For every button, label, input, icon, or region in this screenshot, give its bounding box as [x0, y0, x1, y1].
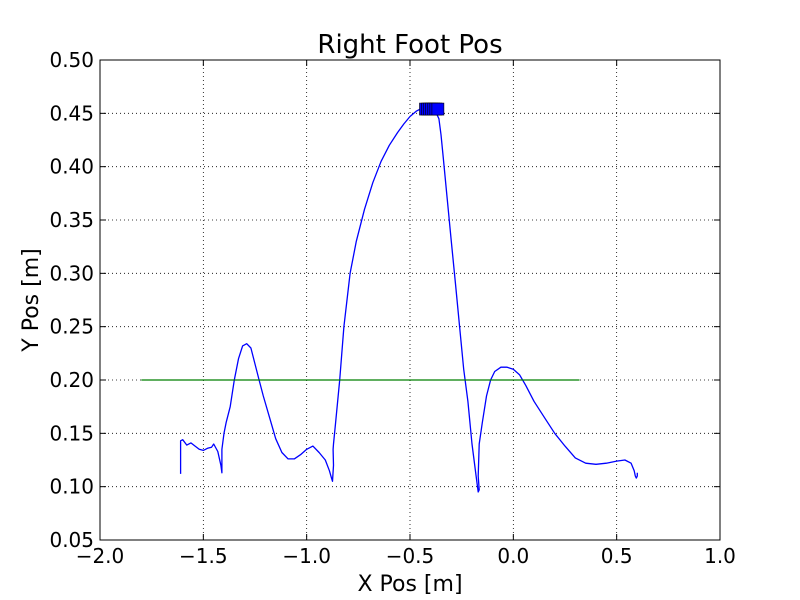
grid [100, 60, 720, 540]
x-tick-label: 0.5 [601, 544, 633, 568]
y-tick-label: 0.35 [49, 208, 94, 232]
x-axis-title: X Pos [m] [357, 572, 462, 597]
y-tick-label: 0.30 [49, 261, 94, 285]
x-tick-label: −2.0 [76, 544, 125, 568]
y-tick-label: 0.20 [49, 368, 94, 392]
marker-layer [419, 102, 445, 116]
x-tick-label: −0.5 [386, 544, 435, 568]
y-tick-label: 0.45 [49, 101, 94, 125]
y-tick-label: 0.25 [49, 315, 94, 339]
x-tick-label: −1.0 [282, 544, 331, 568]
y-tick-label: 0.50 [49, 48, 94, 72]
x-tick-label: −1.5 [179, 544, 228, 568]
x-tick-label: 0.0 [497, 544, 529, 568]
y-tick-label: 0.05 [49, 528, 94, 552]
y-tick-label: 0.10 [49, 475, 94, 499]
y-tick-label: 0.40 [49, 155, 94, 179]
x-tick-label: 1.0 [704, 544, 736, 568]
y-axis-title: Y Pos [m] [19, 248, 44, 352]
y-tick-label: 0.15 [49, 421, 94, 445]
data-marker [431, 102, 445, 116]
series-layer [141, 107, 638, 493]
ticks: −2.0 −1.5 −1.0 −0.5 0.0 0.5 1.0 0.05 0.10 0.15 0.2… [49, 48, 735, 568]
chart-title: Right Foot Pos [317, 30, 502, 60]
